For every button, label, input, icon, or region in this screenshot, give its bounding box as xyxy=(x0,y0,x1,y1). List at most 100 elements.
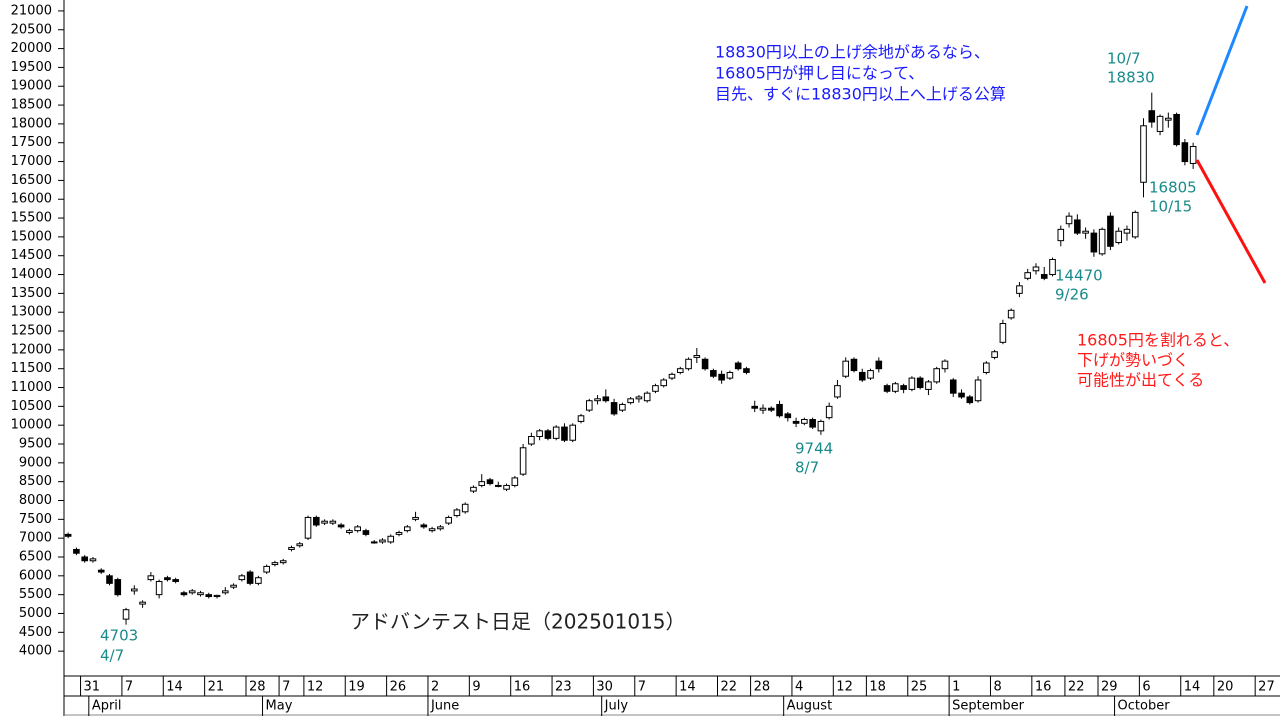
x-tick-label: 14 xyxy=(166,680,183,695)
candle-body xyxy=(825,405,833,419)
candle-body xyxy=(1140,125,1147,183)
x-tick-label: 12 xyxy=(307,680,324,695)
note-blue: 目先、すぐに18830円以上へ上げる公算 xyxy=(715,85,1006,104)
y-tick-label: 6000 xyxy=(19,568,52,583)
candle-body xyxy=(461,503,469,513)
candle-body xyxy=(734,362,742,370)
candle-body xyxy=(1032,266,1040,272)
note-red: 16805円を割れると、 xyxy=(1077,331,1239,350)
candle-body xyxy=(445,516,452,524)
x-tick-label: 19 xyxy=(348,680,365,695)
candle-body xyxy=(246,571,254,584)
candle-body xyxy=(395,532,403,535)
candle-body xyxy=(966,396,974,404)
x-tick-label: 30 xyxy=(596,680,613,695)
x-tick-label: 21 xyxy=(208,680,225,695)
candle-body xyxy=(610,402,618,415)
plot-area xyxy=(64,92,1197,625)
x-tick-label: 29 xyxy=(1101,680,1118,695)
candle-body xyxy=(883,385,891,392)
y-tick-label: 19000 xyxy=(11,79,52,94)
x-tick-label: 28 xyxy=(754,680,771,695)
x-tick-label: 2 xyxy=(431,680,439,695)
candle-body xyxy=(908,377,916,390)
x-tick-label: 31 xyxy=(84,680,101,695)
candle-body xyxy=(1156,115,1164,132)
x-tick-label: 7 xyxy=(638,680,646,695)
candle-body xyxy=(403,526,411,532)
apr-low-price: 4703 xyxy=(100,627,138,645)
y-tick-label: 10000 xyxy=(11,418,52,433)
candle-body xyxy=(428,528,436,532)
x-tick-label: 14 xyxy=(1184,680,1201,695)
y-tick-label: 20500 xyxy=(11,22,52,37)
candle-body xyxy=(751,405,759,409)
candle-body xyxy=(180,592,188,596)
candle-body xyxy=(643,392,651,402)
y-tick-label: 9500 xyxy=(19,437,52,452)
sep-low-date: 9/26 xyxy=(1055,286,1089,304)
candle-body xyxy=(701,358,709,370)
candle-body xyxy=(73,548,80,554)
y-tick-label: 11500 xyxy=(11,361,52,376)
candle-body xyxy=(569,424,577,441)
candle-body xyxy=(858,371,866,381)
month-label: September xyxy=(952,699,1025,714)
candle-body xyxy=(172,579,179,582)
candle-body xyxy=(64,533,72,537)
candle-body xyxy=(1049,258,1056,276)
candle-body xyxy=(544,430,552,439)
candle-body xyxy=(81,556,88,562)
aug-low-date: 8/7 xyxy=(795,459,819,477)
x-tick-label: 7 xyxy=(282,680,290,695)
candle-body xyxy=(627,398,634,404)
candle-body xyxy=(470,486,477,492)
y-tick-label: 4000 xyxy=(19,644,52,659)
candle-body xyxy=(594,398,601,402)
candle-body xyxy=(1165,117,1172,121)
candle-body xyxy=(321,520,328,524)
candle-body xyxy=(892,383,899,392)
candle-body xyxy=(660,379,668,387)
candle-body xyxy=(1173,113,1180,146)
x-tick-label: 27 xyxy=(1258,680,1275,695)
apr-low-date: 4/7 xyxy=(100,647,124,665)
candle-body xyxy=(916,377,924,389)
candle-body xyxy=(222,590,229,594)
y-tick-label: 7500 xyxy=(19,512,52,527)
candle-body xyxy=(346,530,353,534)
candle-body xyxy=(991,351,998,358)
candle-body xyxy=(114,579,122,596)
peak-date: 10/7 xyxy=(1107,50,1141,68)
candle-body xyxy=(519,447,527,475)
candle-body xyxy=(1040,274,1048,279)
chart-title: アドバンテスト日足（202501015） xyxy=(350,610,686,634)
candle-body xyxy=(585,400,593,411)
y-tick-label: 5000 xyxy=(19,606,52,621)
candle-body xyxy=(767,407,775,411)
x-tick-label: 20 xyxy=(1217,680,1234,695)
candle-body xyxy=(875,360,883,370)
candle-body xyxy=(312,516,320,526)
candle-body xyxy=(387,535,395,543)
x-tick-label: 22 xyxy=(720,680,737,695)
y-tick-label: 5500 xyxy=(19,587,52,602)
last-low-date: 10/15 xyxy=(1149,198,1192,216)
y-tick-label: 13000 xyxy=(11,305,52,320)
candle-body xyxy=(263,565,270,573)
candle-body xyxy=(933,368,941,383)
candle-body xyxy=(494,484,502,487)
candle-body xyxy=(726,371,734,379)
x-tick-label: 26 xyxy=(390,680,407,695)
candle-body xyxy=(1131,211,1139,238)
candle-body xyxy=(1024,272,1032,279)
candle-body xyxy=(602,396,610,402)
y-tick-label: 8000 xyxy=(19,493,52,508)
candle-body xyxy=(420,524,428,528)
candle-body xyxy=(776,403,783,417)
candle-body xyxy=(999,323,1007,343)
candle-body xyxy=(511,477,519,486)
y-tick-label: 13500 xyxy=(11,286,52,301)
candle-body xyxy=(552,426,560,439)
candle-body xyxy=(676,368,684,373)
